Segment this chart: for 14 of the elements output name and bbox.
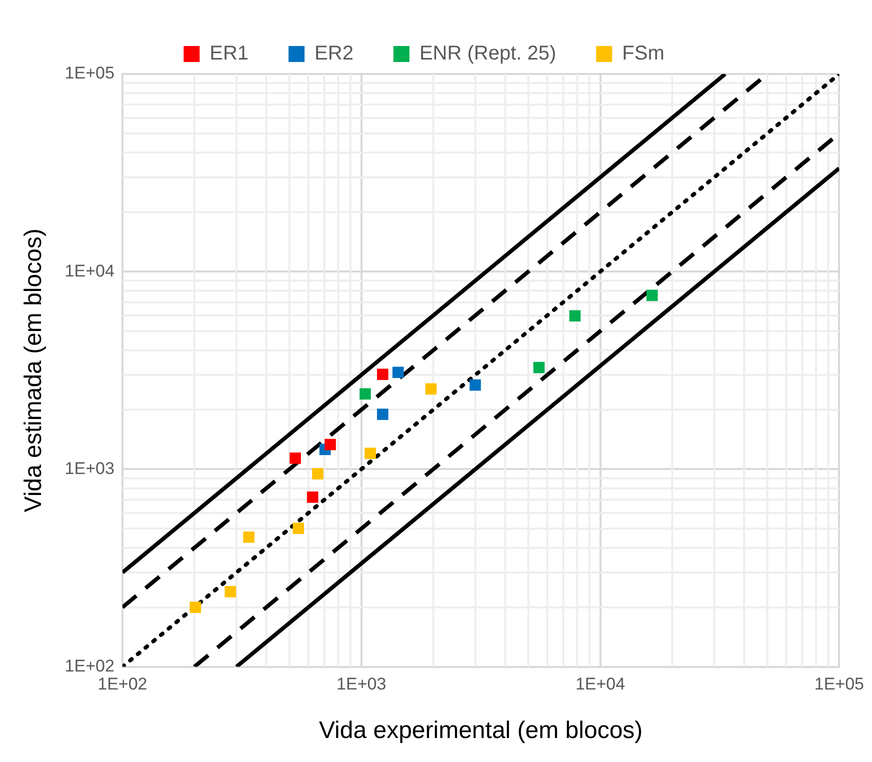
y-axis-title: Vida estimada (em blocos) <box>20 228 48 512</box>
y-tick-label: 1E+04 <box>64 261 114 280</box>
y-tick-label: 1E+05 <box>64 64 114 83</box>
x-tick-label: 1E+03 <box>336 674 386 694</box>
x-tick-label: 1E+02 <box>98 674 148 694</box>
x-tick-label: 1E+05 <box>814 674 864 694</box>
y-tick-label: 1E+02 <box>64 656 114 676</box>
legend-label: ER1 <box>210 42 249 65</box>
x-tick-label: 1E+04 <box>575 674 626 694</box>
x-axis-title: Vida experimental (em blocos) <box>318 717 643 744</box>
y-tick-label: 1E+03 <box>64 458 114 478</box>
legend-label: ER2 <box>314 42 354 65</box>
legend-label: FSm <box>622 42 664 65</box>
legend-label: ENR (Rept. 25) <box>419 42 556 65</box>
